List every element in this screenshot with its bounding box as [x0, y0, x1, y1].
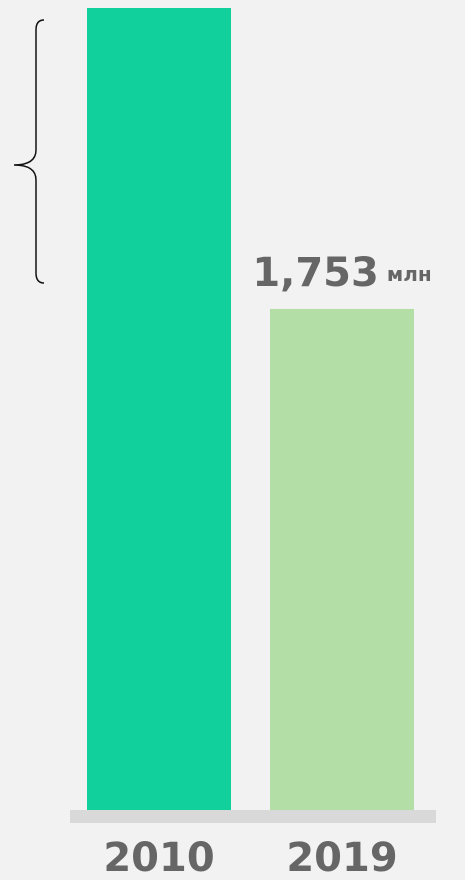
value-label: 1,753 млн — [252, 250, 431, 296]
baseline — [70, 810, 436, 823]
x-tick-label: 2010 — [103, 835, 214, 880]
bar — [270, 308, 414, 810]
difference-brace — [13, 19, 45, 284]
value-number: 1,753 — [252, 250, 379, 296]
x-tick-label: 2019 — [286, 835, 397, 880]
value-unit: млн — [387, 261, 432, 285]
bar — [87, 8, 231, 810]
